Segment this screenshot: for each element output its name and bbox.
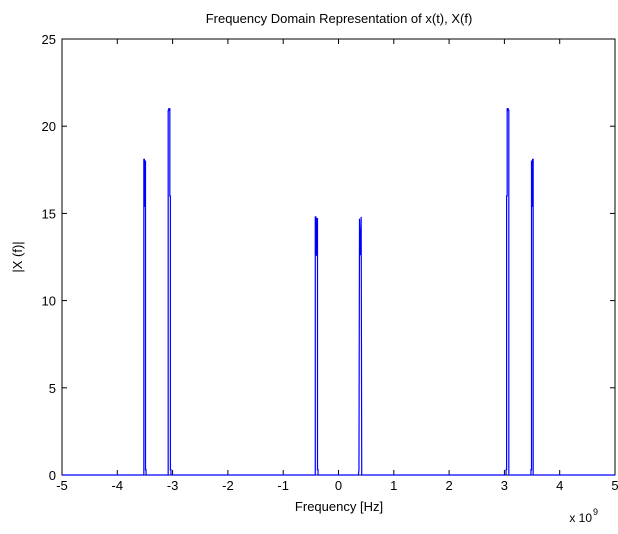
x-tick-label: 2	[445, 478, 452, 493]
x-tick-label: -5	[56, 478, 68, 493]
y-tick-labels: 0 5 10 15 20 25	[42, 32, 56, 483]
x-axis-label: Frequency [Hz]	[295, 499, 383, 514]
y-tick-label: 10	[42, 294, 56, 309]
x-tick-labels: -5 -4 -3 -2 -1 0 1 2 3 4 5	[56, 478, 618, 493]
x-exponent-base: x 10	[569, 511, 592, 525]
x-tick-label: 5	[611, 478, 618, 493]
x-tick-label: 4	[556, 478, 563, 493]
y-tick-label: 0	[49, 468, 56, 483]
x-axis-exponent: x 10	[569, 511, 592, 525]
x-exponent-power: 9	[593, 507, 598, 517]
x-tick-label: -4	[112, 478, 124, 493]
y-tick-label: 20	[42, 119, 56, 134]
x-tick-label: -3	[167, 478, 179, 493]
x-tick-label: -2	[222, 478, 234, 493]
y-tick-label: 25	[42, 32, 56, 47]
x-tick-label: -1	[277, 478, 289, 493]
chart-title: Frequency Domain Representation of x(t),…	[206, 11, 473, 26]
y-tick-label: 5	[49, 381, 56, 396]
y-axis-label: |X (f)|	[10, 241, 25, 272]
y-tick-label: 15	[42, 206, 56, 221]
x-tick-label: 1	[390, 478, 397, 493]
x-tick-label: 0	[335, 478, 342, 493]
x-tick-label: 3	[501, 478, 508, 493]
